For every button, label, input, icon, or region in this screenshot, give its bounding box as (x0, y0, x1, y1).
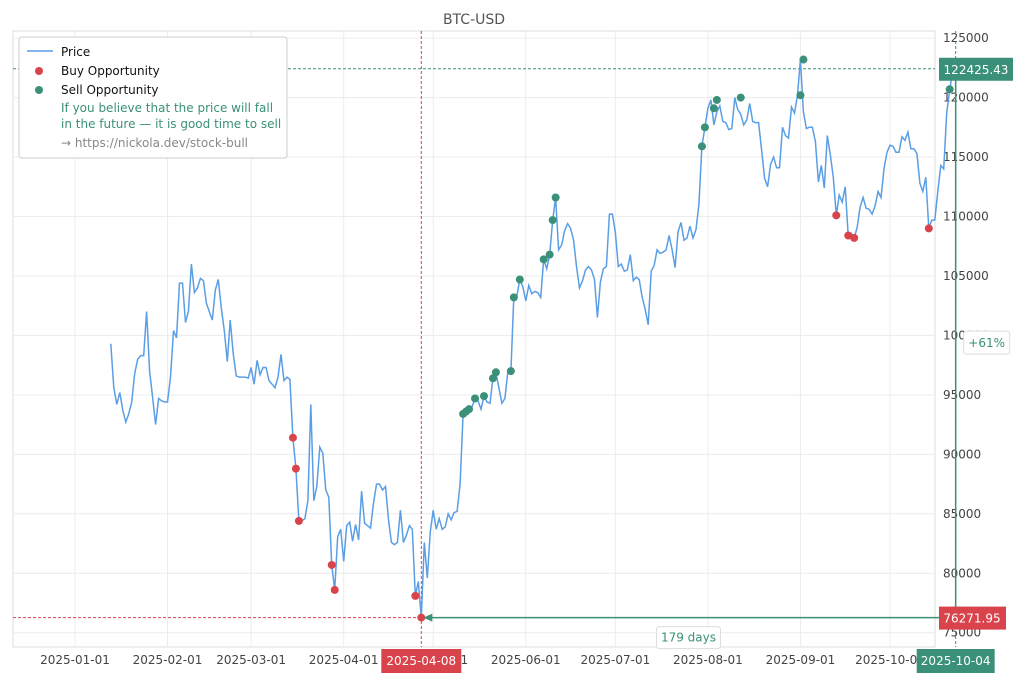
y-tick-label: 95000 (943, 388, 981, 402)
legend-link[interactable]: → https://nickola.dev/stock-bull (61, 136, 248, 150)
x-tick-label: 2025-10-01 (855, 653, 925, 667)
buy-point (294, 516, 303, 525)
span-arrow-head-left (423, 613, 433, 622)
x-tick-label: 2025-06-01 (491, 653, 561, 667)
y-tick-label: 80000 (943, 566, 981, 580)
low-date-badge (381, 649, 462, 673)
low-value-badge (939, 606, 1006, 630)
sell-point (465, 405, 474, 414)
legend: Price Buy Opportunity Sell Opportunity I… (18, 36, 288, 159)
sell-point (697, 142, 706, 151)
sell-point (515, 275, 524, 284)
high-date-label: 2025-10-04 (921, 654, 991, 668)
sell-point (491, 368, 500, 377)
legend-price-label: Price (61, 45, 90, 59)
y-tick-label: 105000 (943, 269, 989, 283)
sell-point (539, 255, 548, 264)
sell-point (700, 123, 709, 132)
change-label-box (963, 330, 1011, 355)
buy-points (288, 211, 933, 622)
change-label: +61% (968, 336, 1005, 350)
x-tick-label: 2025-08-01 (673, 653, 743, 667)
sell-point (471, 394, 480, 403)
low-date-label: 2025-04-08 (386, 654, 456, 668)
y-tick-label: 125000 (943, 31, 989, 45)
x-tick-label: 2025-09-01 (766, 653, 836, 667)
high-date-badge (916, 649, 995, 673)
span-label: 179 days (661, 631, 716, 645)
sell-point (709, 104, 718, 113)
sell-points (459, 55, 960, 418)
legend-box (18, 36, 288, 159)
buy-point (291, 464, 300, 473)
legend-buy-label: Buy Opportunity (61, 64, 160, 78)
y-tick-label: 90000 (943, 447, 981, 461)
buy-point (832, 211, 841, 220)
chart-title: BTC-USD (443, 12, 505, 28)
y-tick-label: 110000 (943, 210, 989, 224)
legend-sell-label: Sell Opportunity (61, 83, 159, 97)
sell-point (506, 367, 515, 376)
sell-point (548, 216, 557, 225)
y-tick-label: 115000 (943, 150, 989, 164)
annotations: 179 days +61% 122425.43 76271.95 2025-04-08 2… (381, 57, 1013, 673)
x-tick-label: 2025-04-01 (309, 653, 379, 667)
span-label-box (655, 626, 721, 650)
legend-sell-swatch (35, 86, 43, 94)
legend-buy-swatch (35, 67, 43, 75)
buy-point (417, 613, 426, 622)
x-tick-label: 2025-03-01 (216, 653, 286, 667)
buy-point (411, 591, 420, 600)
legend-note-line1: If you believe that the price will fall (61, 101, 273, 115)
sell-point (736, 93, 745, 102)
sell-point (488, 374, 497, 383)
price-line (110, 59, 957, 618)
sell-point (479, 392, 488, 401)
sell-point (945, 85, 954, 94)
legend-note-line2: in the future — it is good time to sell (61, 117, 281, 131)
x-tick-label: 2025-02-01 (133, 653, 203, 667)
sell-point (509, 293, 518, 302)
x-tick-label: 2025-01-01 (40, 653, 110, 667)
low-value-label: 76271.95 (943, 612, 1000, 626)
buy-point (288, 433, 297, 442)
buy-point (850, 233, 859, 242)
high-value-label: 122425.43 (944, 63, 1009, 77)
y-tick-label: 120000 (943, 91, 989, 105)
sell-point (545, 250, 554, 259)
high-value-badge (939, 57, 1013, 81)
buy-point (924, 224, 933, 233)
x-axis: 2025-01-01 2025-02-01 2025-03-01 2025-04-01… (40, 653, 925, 667)
x-tick-label: 2025-07-01 (580, 653, 650, 667)
sell-point (712, 95, 721, 104)
sell-point (799, 55, 808, 64)
sell-point (796, 91, 805, 100)
buy-point (330, 585, 339, 594)
sell-point (551, 193, 560, 202)
y-tick-label: 85000 (943, 507, 981, 521)
buy-point (327, 560, 336, 569)
